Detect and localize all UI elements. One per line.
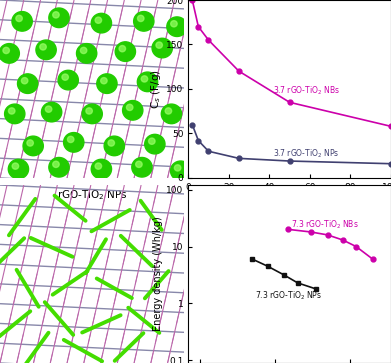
Circle shape — [12, 163, 19, 169]
Circle shape — [22, 78, 28, 84]
Circle shape — [5, 104, 25, 124]
Circle shape — [138, 15, 144, 21]
Circle shape — [41, 102, 62, 122]
Circle shape — [40, 44, 46, 50]
Circle shape — [123, 101, 143, 120]
Circle shape — [68, 136, 74, 143]
Circle shape — [170, 161, 191, 181]
Text: 7.3 rGO-TiO$_2$ NBs: 7.3 rGO-TiO$_2$ NBs — [291, 218, 359, 231]
Circle shape — [58, 70, 78, 90]
Circle shape — [119, 45, 126, 52]
Circle shape — [53, 161, 59, 167]
Circle shape — [62, 74, 68, 80]
Circle shape — [97, 74, 117, 93]
Circle shape — [82, 104, 102, 124]
Text: 3.7 rGO-TiO$_2$ NBs: 3.7 rGO-TiO$_2$ NBs — [273, 85, 341, 97]
Y-axis label: C$_s$ (F/g): C$_s$ (F/g) — [149, 69, 163, 109]
Circle shape — [12, 12, 32, 31]
Circle shape — [45, 106, 52, 112]
Circle shape — [126, 104, 133, 110]
Circle shape — [171, 21, 177, 27]
Circle shape — [64, 132, 84, 152]
Circle shape — [23, 136, 43, 156]
Circle shape — [100, 78, 107, 84]
Circle shape — [149, 138, 155, 144]
Circle shape — [104, 136, 124, 156]
Circle shape — [145, 134, 165, 154]
Circle shape — [8, 159, 29, 179]
Circle shape — [18, 74, 38, 93]
Circle shape — [132, 158, 152, 177]
Circle shape — [108, 140, 115, 146]
Text: 3.7 rGO-TiO$_2$ NPs: 3.7 rGO-TiO$_2$ NPs — [273, 148, 340, 160]
Circle shape — [86, 108, 92, 114]
Circle shape — [9, 108, 15, 114]
Circle shape — [167, 17, 187, 36]
Circle shape — [156, 42, 162, 48]
Circle shape — [0, 44, 20, 63]
Circle shape — [36, 40, 56, 60]
Circle shape — [27, 140, 33, 146]
Circle shape — [174, 165, 181, 171]
Circle shape — [141, 76, 148, 82]
Circle shape — [95, 163, 102, 169]
Circle shape — [134, 12, 154, 31]
Text: 7.3 rGO-TiO$_2$ NPs: 7.3 rGO-TiO$_2$ NPs — [255, 290, 323, 302]
Circle shape — [81, 47, 87, 54]
Y-axis label: Energy density (Wh/kg): Energy density (Wh/kg) — [153, 217, 163, 331]
Circle shape — [136, 161, 142, 167]
Circle shape — [3, 47, 9, 54]
Circle shape — [49, 8, 69, 28]
Circle shape — [49, 158, 69, 177]
Circle shape — [137, 72, 158, 91]
Circle shape — [77, 44, 97, 63]
Circle shape — [161, 104, 181, 124]
Circle shape — [95, 17, 102, 23]
Circle shape — [115, 42, 136, 61]
Text: rGO-TiO$_2$ NPs: rGO-TiO$_2$ NPs — [57, 189, 127, 203]
Circle shape — [53, 12, 59, 18]
Circle shape — [152, 38, 172, 58]
Circle shape — [91, 159, 111, 179]
Circle shape — [91, 13, 111, 33]
Circle shape — [165, 108, 172, 114]
X-axis label: Scan rate (mV/s): Scan rate (mV/s) — [249, 197, 331, 207]
Circle shape — [16, 15, 22, 21]
